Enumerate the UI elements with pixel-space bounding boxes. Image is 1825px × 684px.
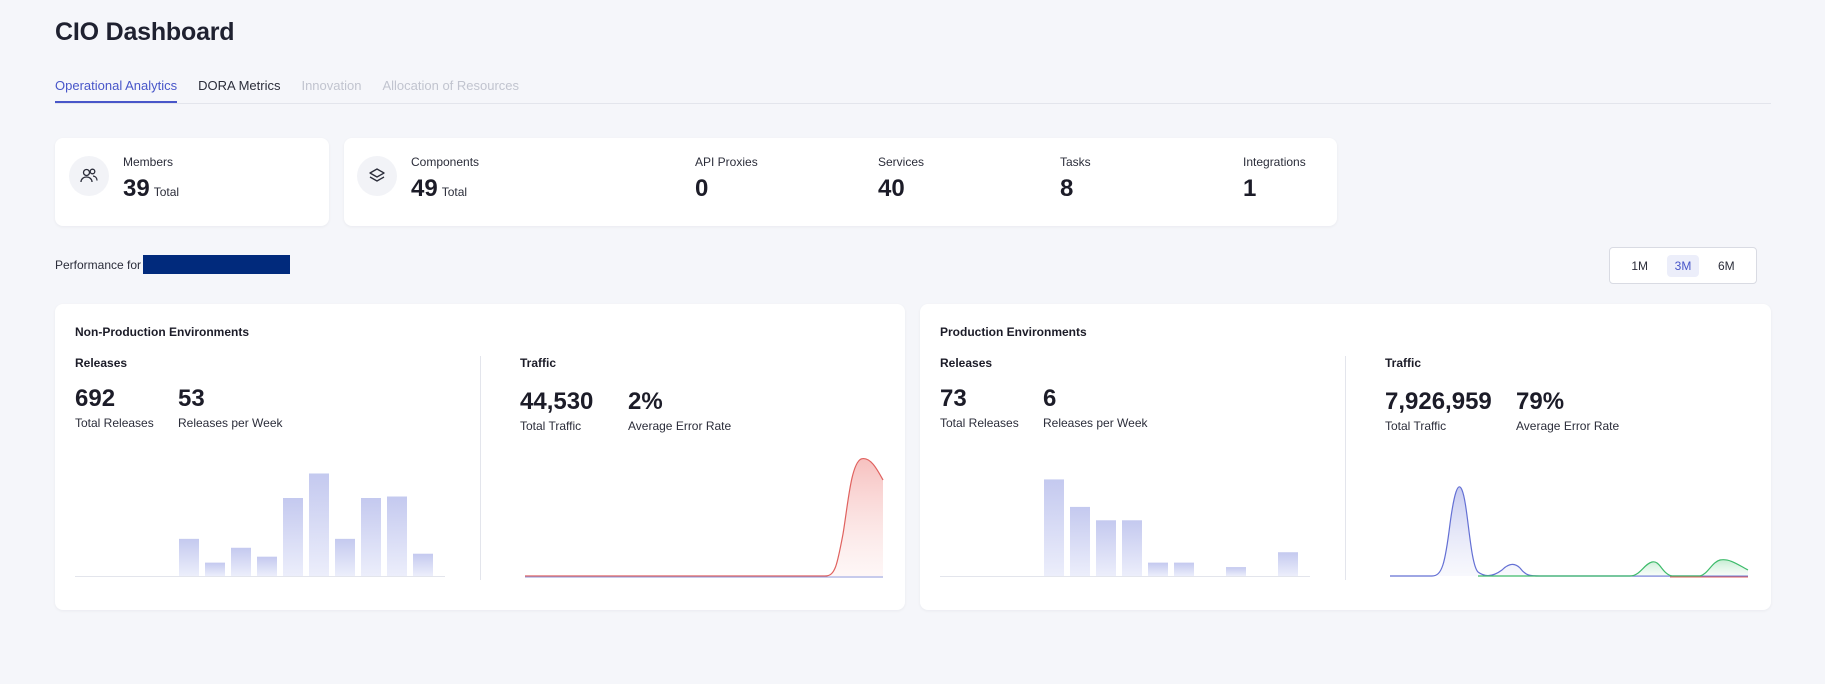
- services-label: Services: [878, 155, 925, 169]
- range-3m-button[interactable]: 3M: [1666, 254, 1700, 277]
- integrations-label: Integrations: [1243, 155, 1306, 169]
- np-traffic-chart: [525, 457, 884, 578]
- p-traffic-volume-line: [1390, 486, 1748, 577]
- components-unit: Total: [441, 185, 468, 199]
- np-releases-bar-11: [361, 498, 381, 576]
- p-releases-bar-6: [1096, 520, 1116, 576]
- layers-icon: [357, 156, 397, 196]
- p-total-traffic-label: Total Traffic: [1385, 419, 1447, 433]
- p-error-rate-label: Average Error Rate: [1516, 419, 1620, 433]
- np-traffic-error-area: [525, 458, 883, 576]
- np-releases-bar-8: [283, 498, 303, 576]
- p-releases-bar-13: [1278, 552, 1298, 576]
- performance-target-select[interactable]: [143, 255, 290, 274]
- components-value: 49 Total: [411, 175, 467, 203]
- p-releases-per-week-label: Releases per Week: [1043, 416, 1148, 430]
- p-releases-bar-11: [1226, 567, 1246, 576]
- p-releases-per-week: 6: [1043, 385, 1057, 412]
- tab-dora-metrics[interactable]: DORA Metrics: [198, 78, 281, 93]
- np-releases-per-week-label: Releases per Week: [178, 416, 283, 430]
- np-error-rate-label: Average Error Rate: [628, 419, 732, 433]
- np-total-releases: 692: [75, 385, 116, 412]
- np-error-rate: 2%: [628, 388, 663, 415]
- range-6m-button[interactable]: 6M: [1717, 258, 1735, 273]
- tasks-label: Tasks: [1060, 155, 1091, 169]
- components-card: Components 49 Total API Proxies 0 Service…: [344, 138, 1337, 226]
- np-total-traffic: 44,530: [520, 388, 594, 415]
- np-releases-title: Releases: [75, 356, 128, 370]
- members-count: 39: [123, 175, 150, 202]
- time-range-toggle: 1M 3M 6M: [1609, 247, 1757, 284]
- p-total-traffic: 7,926,959: [1385, 388, 1492, 415]
- members-unit: Total: [153, 185, 180, 199]
- components-count: 49: [411, 175, 438, 202]
- np-releases-bar-13: [413, 553, 433, 576]
- np-releases-bar-4: [179, 538, 199, 576]
- services-value: 40: [878, 175, 905, 202]
- non-production-title: Non-Production Environments: [75, 325, 249, 339]
- non-production-card: Non-Production Environments Releases 692…: [55, 304, 905, 610]
- np-releases-bar-7: [257, 556, 277, 576]
- members-card: Members 39 Total: [55, 138, 329, 226]
- p-releases-bar-8: [1148, 562, 1168, 576]
- tab-operational-analytics[interactable]: Operational Analytics: [55, 78, 178, 103]
- production-card: Production Environments Releases 73 Tota…: [920, 304, 1771, 610]
- p-releases-bar-5: [1070, 506, 1090, 576]
- np-divider: [480, 356, 481, 580]
- api-proxies-value: 0: [695, 175, 709, 202]
- users-icon: [69, 156, 109, 196]
- range-1m-button[interactable]: 1M: [1631, 258, 1648, 273]
- p-traffic-chart: [1390, 486, 1749, 578]
- p-releases-bar-7: [1122, 520, 1142, 576]
- components-label: Components: [411, 155, 480, 169]
- np-releases-bar-5: [205, 562, 225, 576]
- p-releases-title: Releases: [940, 356, 993, 370]
- p-releases-bar-9: [1174, 562, 1194, 576]
- p-total-releases-label: Total Releases: [940, 416, 1019, 430]
- tab-allocation-of-resources: Allocation of Resources: [382, 78, 520, 93]
- production-title: Production Environments: [940, 325, 1087, 339]
- np-releases-per-week: 53: [178, 385, 205, 412]
- np-releases-bar-chart: [75, 473, 445, 577]
- np-traffic-error-line: [525, 457, 884, 577]
- np-releases-bar-12: [387, 496, 407, 576]
- members-label: Members: [123, 155, 174, 169]
- p-releases-bar-chart: [940, 479, 1310, 577]
- np-total-releases-label: Total Releases: [75, 416, 154, 430]
- tasks-value: 8: [1060, 175, 1074, 202]
- p-traffic-success-area: [1630, 559, 1748, 576]
- p-traffic-volume-area: [1390, 486, 1748, 576]
- api-proxies-label: API Proxies: [695, 155, 758, 169]
- np-releases-bar-10: [335, 538, 355, 576]
- np-releases-bar-6: [231, 547, 251, 576]
- p-releases-bar-4: [1044, 479, 1064, 576]
- p-traffic-success-line: [1478, 559, 1749, 577]
- p-divider: [1345, 356, 1346, 580]
- np-releases-bar-9: [309, 473, 329, 576]
- page-title: CIO Dashboard: [55, 18, 235, 46]
- p-total-releases: 73: [940, 385, 967, 412]
- integrations-value: 1: [1243, 175, 1257, 202]
- np-traffic-title: Traffic: [520, 356, 557, 370]
- p-error-rate: 79%: [1516, 388, 1565, 415]
- p-traffic-title: Traffic: [1385, 356, 1422, 370]
- tab-bar: Operational Analytics DORA Metrics Innov…: [55, 78, 1771, 104]
- performance-label: Performance for: [55, 258, 142, 272]
- members-value: 39 Total: [123, 175, 179, 203]
- tab-innovation: Innovation: [301, 78, 362, 93]
- np-total-traffic-label: Total Traffic: [520, 419, 582, 433]
